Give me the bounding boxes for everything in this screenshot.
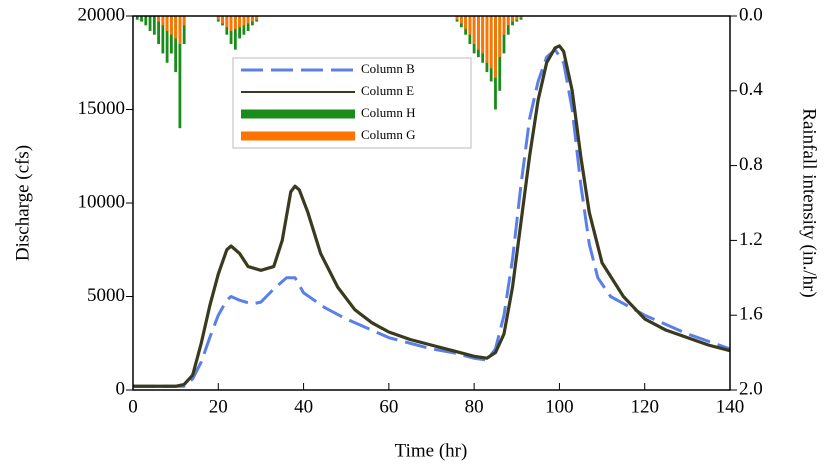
rain-bar — [498, 16, 502, 58]
rain-bar — [255, 16, 259, 20]
rain-bar — [221, 16, 224, 24]
rain-bar — [511, 16, 514, 22]
rain-bar — [174, 16, 178, 73]
legend-label: Column H — [361, 105, 416, 120]
rain-bar — [464, 16, 468, 30]
rain-bar — [455, 16, 459, 20]
y2-tick-label: 1.2 — [739, 229, 763, 250]
rain-bar — [140, 16, 143, 22]
y2-axis-label: Rainfall intensity (in./hr) — [799, 108, 820, 297]
rain-bar — [459, 16, 463, 24]
rain-bar — [233, 16, 237, 50]
rain-bar — [135, 16, 139, 20]
rain-bar — [157, 16, 160, 22]
rain-bar — [229, 16, 233, 31]
rain-bar — [489, 16, 493, 69]
rain-bar — [242, 16, 246, 26]
x-tick-label: 120 — [630, 396, 659, 417]
y2-tick-label: 0.0 — [739, 4, 763, 25]
x-tick-label: 40 — [294, 396, 313, 417]
rain-bar — [468, 16, 472, 35]
rain-bar — [178, 16, 182, 45]
y-tick-label: 0 — [116, 378, 126, 399]
rain-bar — [238, 16, 242, 28]
y2-tick-label: 0.4 — [739, 79, 763, 100]
x-tick-label: 20 — [209, 396, 228, 417]
legend-label: Column B — [361, 61, 415, 76]
rain-bar — [161, 16, 165, 54]
y2-tick-label: 1.6 — [739, 304, 763, 325]
rain-bar — [225, 16, 229, 28]
y-axis-label: Discharge (cfs) — [12, 145, 33, 261]
rain-bar — [485, 16, 489, 63]
discharge-line — [133, 48, 731, 388]
rain-bar — [246, 16, 250, 24]
x-tick-label: 140 — [716, 396, 745, 417]
x-tick-label: 0 — [128, 396, 138, 417]
rain-bar — [477, 16, 480, 50]
x-tick-label: 80 — [465, 396, 484, 417]
rain-bar — [157, 16, 160, 45]
rain-bar — [152, 16, 156, 35]
rain-bar — [165, 16, 169, 31]
rain-bar — [251, 16, 254, 22]
rain-bar — [161, 16, 165, 26]
y-tick-label: 15000 — [78, 98, 126, 119]
rain-bar — [481, 16, 485, 54]
rain-bar — [148, 16, 152, 31]
rain-bar — [515, 16, 519, 20]
rain-bar — [233, 16, 237, 30]
rain-bar — [174, 16, 178, 39]
discharge-line — [133, 44, 731, 388]
rain-bar — [216, 16, 220, 20]
x-tick-label: 100 — [545, 396, 574, 417]
rain-bar — [144, 16, 148, 26]
y-tick-label: 5000 — [87, 285, 125, 306]
y2-tick-label: 2.0 — [739, 378, 763, 399]
rain-bar — [494, 16, 497, 78]
legend-label: Column E — [361, 83, 414, 98]
rain-bar — [519, 16, 523, 18]
x-tick-label: 60 — [379, 396, 398, 417]
rain-bar — [472, 16, 476, 45]
rain-bar — [506, 16, 510, 26]
rain-bar — [182, 16, 186, 45]
rain-bar — [182, 16, 186, 26]
x-axis-label: Time (hr) — [395, 440, 468, 461]
y-tick-label: 10000 — [78, 191, 126, 212]
rain-bar — [502, 16, 506, 35]
rain-bar — [165, 16, 169, 63]
y-tick-label: 20000 — [78, 4, 126, 25]
legend-label: Column G — [361, 127, 416, 142]
rain-bar — [169, 16, 173, 35]
rain-bar — [178, 16, 182, 129]
y2-tick-label: 0.8 — [739, 154, 763, 175]
